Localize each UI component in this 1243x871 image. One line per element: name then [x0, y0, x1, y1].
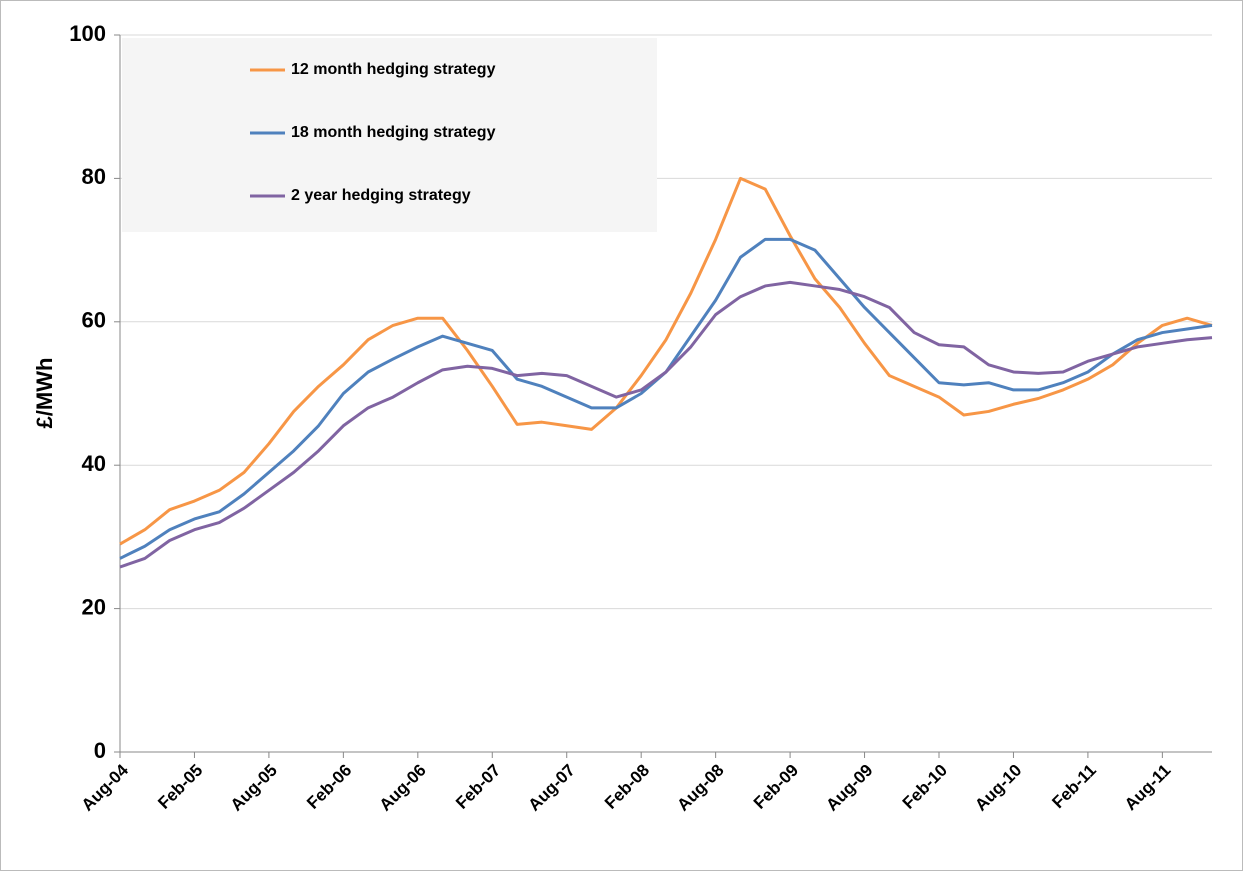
- y-tick-label: 60: [82, 308, 106, 333]
- legend-box: [122, 38, 657, 232]
- series-line: [119, 176, 1213, 546]
- legend-label: 12 month hedging strategy: [291, 61, 496, 78]
- series-line: [119, 280, 1213, 569]
- y-tick-label: 0: [94, 738, 106, 763]
- y-tick-label: 20: [82, 594, 106, 619]
- y-tick-label: 100: [69, 21, 106, 46]
- legend-label: 2 year hedging strategy: [291, 187, 471, 204]
- y-tick-label: 40: [82, 451, 106, 476]
- y-tick-label: 80: [82, 164, 106, 189]
- y-axis-label: £/MWh: [32, 358, 57, 429]
- legend-label: 18 month hedging strategy: [291, 124, 496, 141]
